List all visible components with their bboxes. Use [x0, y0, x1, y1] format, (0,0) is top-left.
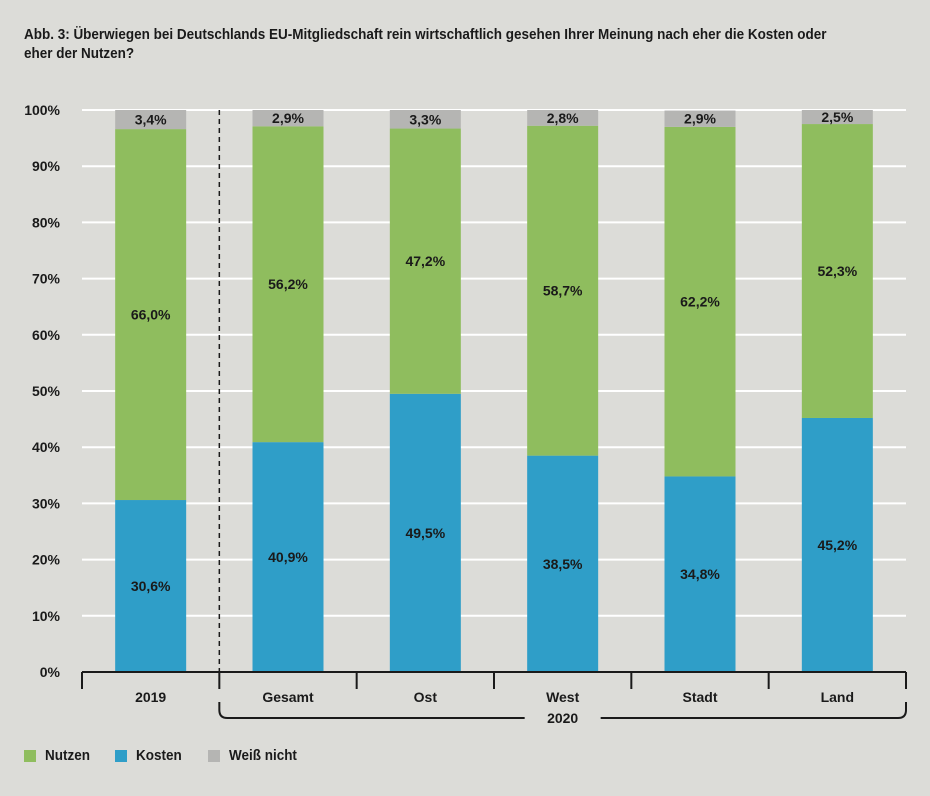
bar-segment — [664, 110, 736, 127]
legend-label: Kosten — [136, 748, 183, 764]
legend-swatch — [115, 750, 128, 762]
chart-title: Abb. 3: Überwiegen bei Deutschlands EU-M… — [24, 27, 827, 62]
legend-swatch — [207, 750, 220, 762]
legend-item: Weiß nicht — [207, 748, 302, 764]
y-tick-label: 60% — [32, 327, 61, 343]
bar-segment — [801, 110, 873, 125]
data-label: 56,2% — [268, 276, 308, 292]
data-label: 34,8% — [680, 566, 720, 582]
group-label: 2020 — [547, 710, 578, 726]
bar-segment — [801, 124, 873, 418]
bar-segment — [389, 110, 461, 129]
bar-segment — [115, 500, 187, 672]
legend-item: Kosten — [115, 748, 185, 764]
data-label: 62,2% — [680, 294, 720, 310]
bar-segment — [527, 110, 599, 126]
group-bracket — [218, 702, 907, 719]
data-label: 2,8% — [547, 110, 579, 126]
data-label: 52,3% — [817, 263, 857, 279]
data-label: 47,2% — [405, 253, 445, 269]
legend-label: Nutzen — [45, 748, 90, 764]
data-label: 2,9% — [272, 110, 304, 126]
data-label: 58,7% — [543, 283, 583, 299]
y-tick-label: 30% — [32, 495, 61, 511]
data-label: 49,5% — [405, 525, 445, 541]
bar-segment — [801, 417, 873, 672]
legend-item: Nutzen — [24, 748, 93, 764]
bar-segment — [252, 442, 324, 672]
bar-segment — [115, 129, 187, 501]
y-tick-label: 0% — [40, 664, 61, 680]
bar-segment — [252, 126, 324, 443]
bar-segment — [664, 126, 736, 477]
legend-swatch — [24, 750, 36, 762]
data-label: 2,9% — [684, 111, 716, 127]
x-tick-label: Gesamt — [262, 689, 314, 705]
y-tick-label: 40% — [32, 439, 61, 455]
data-label: 30,6% — [131, 578, 171, 594]
y-tick-label: 50% — [32, 383, 61, 399]
bar-segment — [389, 128, 461, 394]
data-label: 45,2% — [817, 537, 857, 553]
bar-segment — [664, 476, 736, 672]
data-label: 3,4% — [135, 112, 167, 128]
y-tick-label: 70% — [32, 271, 61, 287]
y-tick-label: 90% — [32, 158, 61, 174]
bar-segment — [252, 110, 324, 127]
x-tick-label: Ost — [414, 689, 438, 705]
bar-segment — [527, 125, 599, 456]
data-label: 38,5% — [543, 556, 583, 572]
x-tick-label: West — [546, 689, 580, 705]
bar-segment — [115, 110, 187, 130]
y-tick-label: 10% — [32, 608, 61, 624]
y-tick-label: 100% — [24, 102, 60, 118]
legend: Nutzen Kosten Weiß nicht — [24, 746, 324, 766]
bar-segment — [527, 455, 599, 672]
y-tick-label: 20% — [32, 552, 61, 568]
y-tick-label: 80% — [32, 214, 61, 230]
x-tick-label: Land — [821, 689, 854, 705]
bar-segment — [389, 393, 461, 672]
legend-label: Weiß nicht — [228, 748, 297, 764]
data-label: 3,3% — [409, 111, 441, 127]
data-label: 2,5% — [821, 109, 853, 125]
data-label: 40,9% — [268, 549, 308, 565]
x-tick-label: 2019 — [135, 689, 166, 705]
data-label: 66,0% — [131, 307, 171, 323]
x-tick-label: Stadt — [683, 689, 718, 705]
